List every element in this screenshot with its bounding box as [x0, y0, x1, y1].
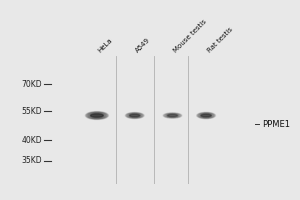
Text: HeLa: HeLa	[97, 37, 114, 54]
Ellipse shape	[167, 114, 178, 117]
Ellipse shape	[197, 112, 215, 119]
Ellipse shape	[199, 113, 214, 118]
Ellipse shape	[165, 113, 180, 118]
Ellipse shape	[200, 113, 212, 118]
Ellipse shape	[166, 114, 179, 117]
Ellipse shape	[85, 112, 109, 119]
Ellipse shape	[201, 114, 211, 117]
Ellipse shape	[126, 113, 143, 118]
Ellipse shape	[88, 113, 105, 118]
Ellipse shape	[86, 112, 108, 119]
Ellipse shape	[164, 113, 181, 118]
Ellipse shape	[127, 113, 142, 118]
Text: Mouse testis: Mouse testis	[172, 19, 208, 54]
Ellipse shape	[128, 113, 142, 118]
Ellipse shape	[197, 112, 215, 119]
Ellipse shape	[164, 113, 181, 118]
Ellipse shape	[91, 114, 103, 117]
Text: Rat testis: Rat testis	[206, 27, 234, 54]
Ellipse shape	[128, 113, 141, 118]
Ellipse shape	[90, 113, 104, 118]
Text: 35KD: 35KD	[21, 156, 42, 165]
Ellipse shape	[125, 112, 144, 119]
Ellipse shape	[87, 112, 106, 119]
Ellipse shape	[127, 113, 142, 118]
Ellipse shape	[87, 112, 107, 119]
Text: 55KD: 55KD	[21, 107, 42, 116]
Ellipse shape	[163, 113, 182, 118]
Ellipse shape	[130, 114, 140, 117]
Text: PPME1: PPME1	[262, 120, 290, 129]
Ellipse shape	[198, 113, 214, 118]
Ellipse shape	[88, 112, 106, 119]
Ellipse shape	[198, 113, 214, 118]
Text: 40KD: 40KD	[21, 136, 42, 145]
Ellipse shape	[165, 113, 180, 118]
Ellipse shape	[199, 113, 213, 118]
Ellipse shape	[89, 113, 105, 118]
Text: 70KD: 70KD	[21, 80, 42, 89]
Ellipse shape	[126, 113, 144, 118]
Text: A549: A549	[135, 37, 152, 54]
